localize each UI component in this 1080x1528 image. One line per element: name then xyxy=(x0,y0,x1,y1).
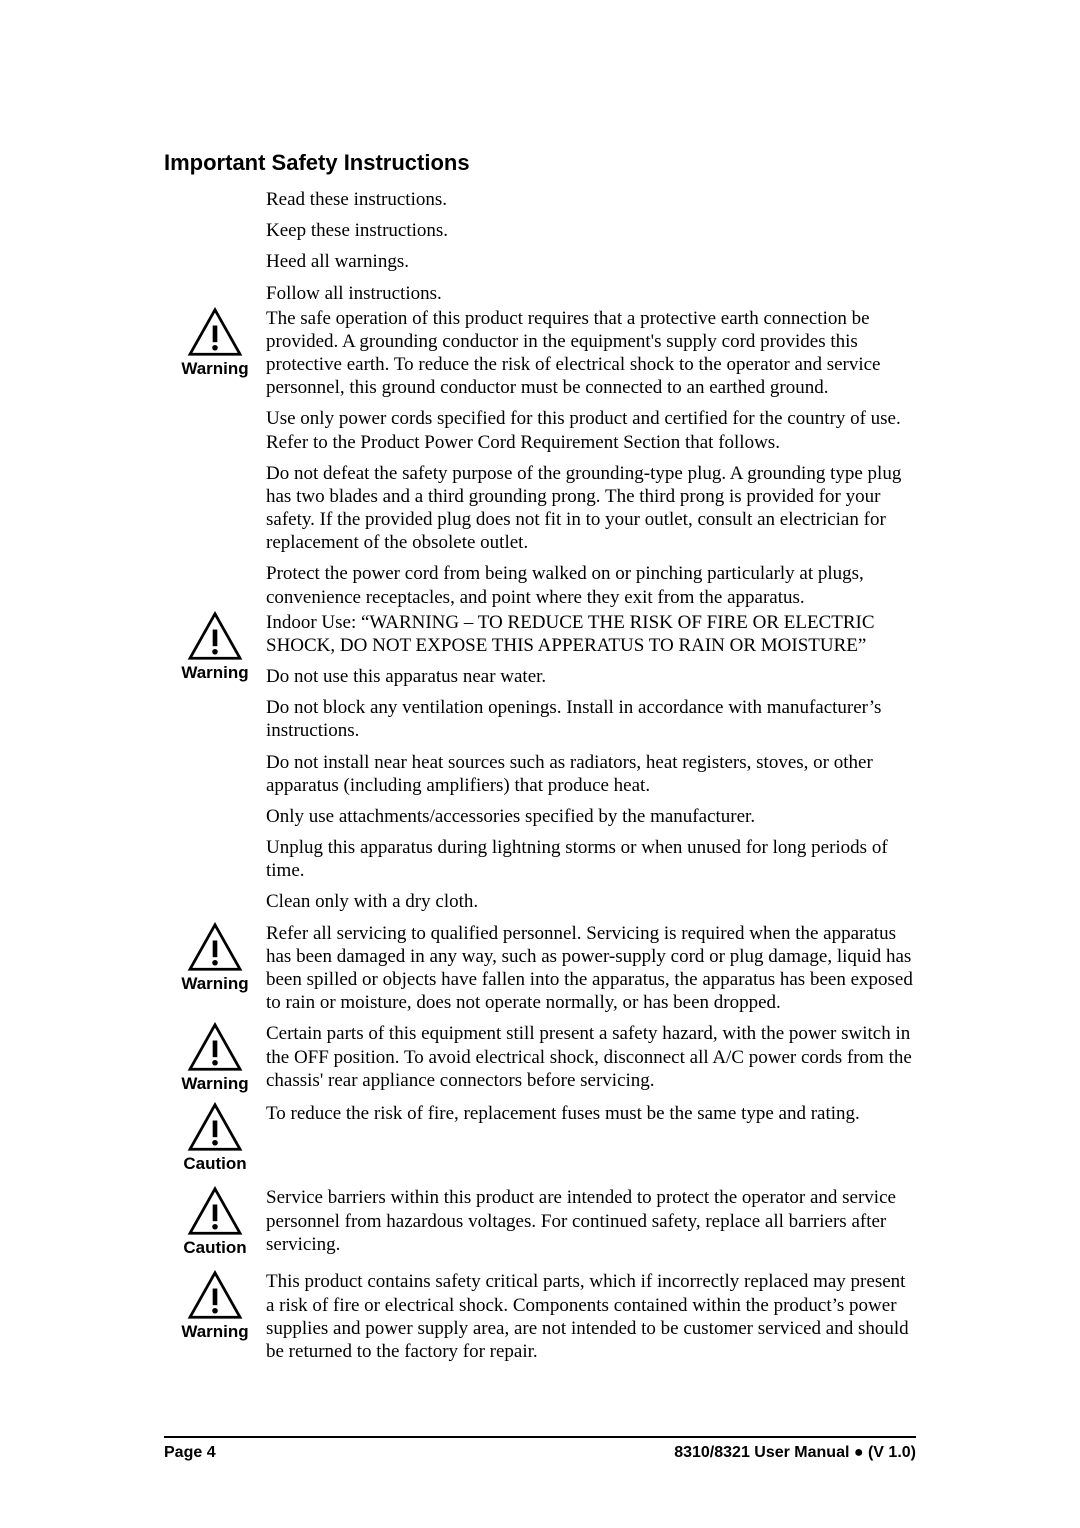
body-text: Do not install near heat sources such as… xyxy=(266,751,916,797)
page-number: Page 4 xyxy=(164,1444,216,1462)
warning-triangle-icon xyxy=(187,307,243,357)
warning-label: Warning xyxy=(181,359,248,379)
body-text: This product contains safety critical pa… xyxy=(266,1270,916,1363)
caution-content: Service barriers within this product are… xyxy=(266,1186,916,1256)
warning-sidebar: Warning xyxy=(164,1270,266,1342)
warning-content: Indoor Use: “WARNING – TO REDUCE THE RIS… xyxy=(266,611,916,914)
warning-content: This product contains safety critical pa… xyxy=(266,1270,916,1363)
caution-sidebar: Caution xyxy=(164,1186,266,1258)
body-text: Do not block any ventilation openings. I… xyxy=(266,696,916,742)
caution-sidebar: Caution xyxy=(164,1102,266,1174)
warning-block: Warning Refer all servicing to qualified… xyxy=(164,922,916,1015)
intro-text: Follow all instructions. xyxy=(266,282,916,305)
warning-sidebar: Warning xyxy=(164,307,266,379)
warning-triangle-icon xyxy=(187,611,243,661)
warning-content: The safe operation of this product requi… xyxy=(266,307,916,609)
caution-block: Caution To reduce the risk of fire, repl… xyxy=(164,1102,916,1174)
page-footer: Page 4 8310/8321 User Manual ● (V 1.0) xyxy=(164,1436,916,1462)
warning-content: Refer all servicing to qualified personn… xyxy=(266,922,916,1015)
intro-text: Read these instructions. xyxy=(266,188,916,211)
body-text: Service barriers within this product are… xyxy=(266,1186,916,1256)
body-text: Clean only with a dry cloth. xyxy=(266,890,916,913)
body-text: Refer all servicing to qualified personn… xyxy=(266,922,916,1015)
intro-content: Read these instructions. Keep these inst… xyxy=(266,188,916,305)
warning-label: Warning xyxy=(181,1322,248,1342)
body-text: To reduce the risk of fire, replacement … xyxy=(266,1102,916,1125)
body-text: The safe operation of this product requi… xyxy=(266,307,916,400)
warning-block: Warning This product contains safety cri… xyxy=(164,1270,916,1363)
warning-sidebar: Warning xyxy=(164,1022,266,1094)
warning-triangle-icon xyxy=(187,1270,243,1320)
warning-block: Warning Certain parts of this equipment … xyxy=(164,1022,916,1094)
warning-label: Warning xyxy=(181,663,248,683)
caution-content: To reduce the risk of fire, replacement … xyxy=(266,1102,916,1125)
body-text: Certain parts of this equipment still pr… xyxy=(266,1022,916,1092)
intro-text: Keep these instructions. xyxy=(266,219,916,242)
caution-block: Caution Service barriers within this pro… xyxy=(164,1186,916,1258)
body-text: Protect the power cord from being walked… xyxy=(266,562,916,608)
body-text: Do not use this apparatus near water. xyxy=(266,665,916,688)
body-text: Do not defeat the safety purpose of the … xyxy=(266,462,916,555)
warning-sidebar: Warning xyxy=(164,611,266,683)
page-title: Important Safety Instructions xyxy=(164,150,916,176)
body-text: Indoor Use: “WARNING – TO REDUCE THE RIS… xyxy=(266,611,916,657)
document-page: Important Safety Instructions Read these… xyxy=(0,0,1080,1363)
warning-label: Warning xyxy=(181,1074,248,1094)
warning-content: Certain parts of this equipment still pr… xyxy=(266,1022,916,1092)
manual-ref: 8310/8321 User Manual ● (V 1.0) xyxy=(674,1444,916,1462)
body-text: Unplug this apparatus during lightning s… xyxy=(266,836,916,882)
warning-sidebar: Warning xyxy=(164,922,266,994)
caution-label: Caution xyxy=(183,1154,246,1174)
intro-row: Read these instructions. Keep these inst… xyxy=(164,188,916,305)
body-text: Use only power cords specified for this … xyxy=(266,407,916,453)
warning-triangle-icon xyxy=(187,1186,243,1236)
warning-label: Warning xyxy=(181,974,248,994)
warning-triangle-icon xyxy=(187,922,243,972)
warning-block: Warning Indoor Use: “WARNING – TO REDUCE… xyxy=(164,611,916,914)
warning-triangle-icon xyxy=(187,1102,243,1152)
body-text: Only use attachments/accessories specifi… xyxy=(266,805,916,828)
warning-triangle-icon xyxy=(187,1022,243,1072)
intro-text: Heed all warnings. xyxy=(266,250,916,273)
warning-block: Warning The safe operation of this produ… xyxy=(164,307,916,609)
caution-label: Caution xyxy=(183,1238,246,1258)
